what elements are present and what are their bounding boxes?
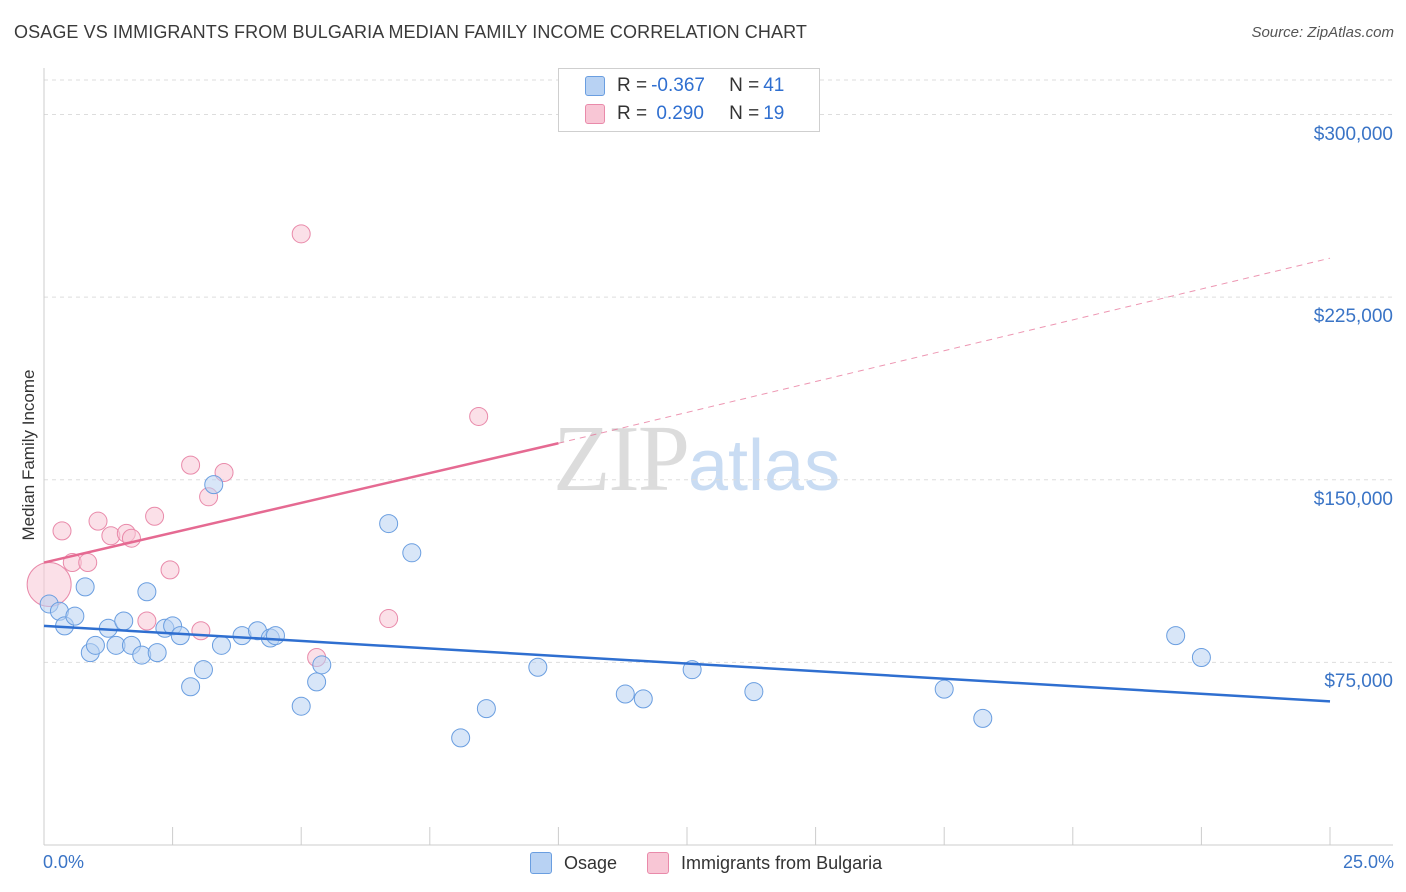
- osage-point: [633, 689, 653, 709]
- legend-item-osage[interactable]: Osage: [530, 852, 617, 874]
- bulgaria-swatch: [585, 104, 605, 124]
- bulgaria-n-label: N =: [729, 103, 760, 124]
- y-tick-label: $225,000: [1313, 306, 1393, 328]
- bulgaria-point: [181, 455, 201, 475]
- y-tick-label: $150,000: [1313, 488, 1393, 510]
- bulgaria-trend-line: [43, 442, 559, 564]
- legend-osage-swatch: [530, 852, 552, 874]
- osage-point: [615, 684, 635, 704]
- bulgaria-point: [191, 621, 211, 641]
- bulgaria-point: [88, 511, 108, 531]
- bulgaria-point: [52, 521, 72, 541]
- bulgaria-point: [160, 560, 180, 580]
- osage-point: [528, 657, 548, 677]
- osage-r-label: R =: [617, 75, 648, 96]
- osage-point: [211, 635, 231, 655]
- osage-point: [181, 677, 201, 697]
- legend-osage-label: Osage: [564, 852, 618, 873]
- osage-point: [307, 672, 327, 692]
- osage-point: [451, 728, 471, 748]
- osage-point: [137, 582, 157, 602]
- osage-point: [65, 606, 85, 626]
- osage-point: [402, 543, 422, 563]
- bulgaria-point: [469, 406, 489, 426]
- osage-point: [379, 514, 399, 534]
- legend-row-bulgaria: R = 0.290 N = 19: [585, 102, 784, 126]
- bulgaria-point: [379, 609, 399, 629]
- osage-point: [1166, 626, 1186, 646]
- osage-n-label: N =: [729, 75, 760, 96]
- bulgaria-point: [137, 611, 157, 631]
- bulgaria-point: [291, 224, 311, 244]
- osage-trend-line: [43, 624, 1331, 703]
- bulgaria-trend-extension: [558, 257, 1331, 444]
- watermark-atlas: atlas: [688, 426, 841, 506]
- osage-point: [1191, 648, 1211, 668]
- legend-item-bulgaria[interactable]: Immigrants from Bulgaria: [647, 852, 882, 874]
- osage-point: [291, 696, 311, 716]
- osage-point: [170, 626, 190, 646]
- osage-point: [75, 577, 95, 597]
- watermark: ZIPatlas: [553, 405, 840, 513]
- bulgaria-point: [145, 506, 165, 526]
- osage-point: [147, 643, 167, 663]
- osage-point: [193, 660, 213, 680]
- watermark-zip: ZIP: [553, 407, 690, 511]
- y-tick-label: $300,000: [1313, 123, 1393, 145]
- bulgaria-r-value: 0.290: [651, 103, 704, 124]
- osage-point: [114, 611, 134, 631]
- legend-bulgaria-label: Immigrants from Bulgaria: [681, 852, 883, 873]
- osage-point: [312, 655, 332, 675]
- bulgaria-point: [214, 462, 234, 482]
- legend-bulgaria-swatch: [647, 852, 670, 874]
- y-axis-label: Median Family Income: [19, 369, 38, 541]
- x-tick-min: 0.0%: [43, 852, 85, 872]
- osage-point: [934, 679, 954, 699]
- bulgaria-point: [78, 553, 98, 573]
- bulgaria-r-label: R =: [617, 103, 648, 124]
- osage-point: [204, 475, 224, 495]
- bulgaria-n-value: 19: [763, 103, 785, 124]
- osage-point: [476, 699, 496, 719]
- y-tick-label: $75,000: [1324, 671, 1393, 693]
- osage-point: [744, 682, 764, 702]
- source-label: Source: ZipAtlas.com: [1251, 24, 1394, 41]
- stats-legend: R = -0.367 N = 41 R = 0.290 N = 19: [558, 68, 820, 132]
- osage-point: [265, 626, 285, 646]
- osage-point: [85, 635, 105, 655]
- osage-swatch: [585, 76, 605, 96]
- legend-row-osage: R = -0.367 N = 41: [585, 74, 784, 98]
- osage-point: [973, 708, 993, 728]
- osage-n-value: 41: [763, 75, 785, 96]
- series-legend: Osage Immigrants from Bulgaria: [530, 852, 912, 874]
- osage-r-value: -0.367: [651, 75, 705, 96]
- x-tick-max: 25.0%: [1342, 852, 1394, 872]
- chart-title: OSAGE VS IMMIGRANTS FROM BULGARIA MEDIAN…: [14, 22, 807, 42]
